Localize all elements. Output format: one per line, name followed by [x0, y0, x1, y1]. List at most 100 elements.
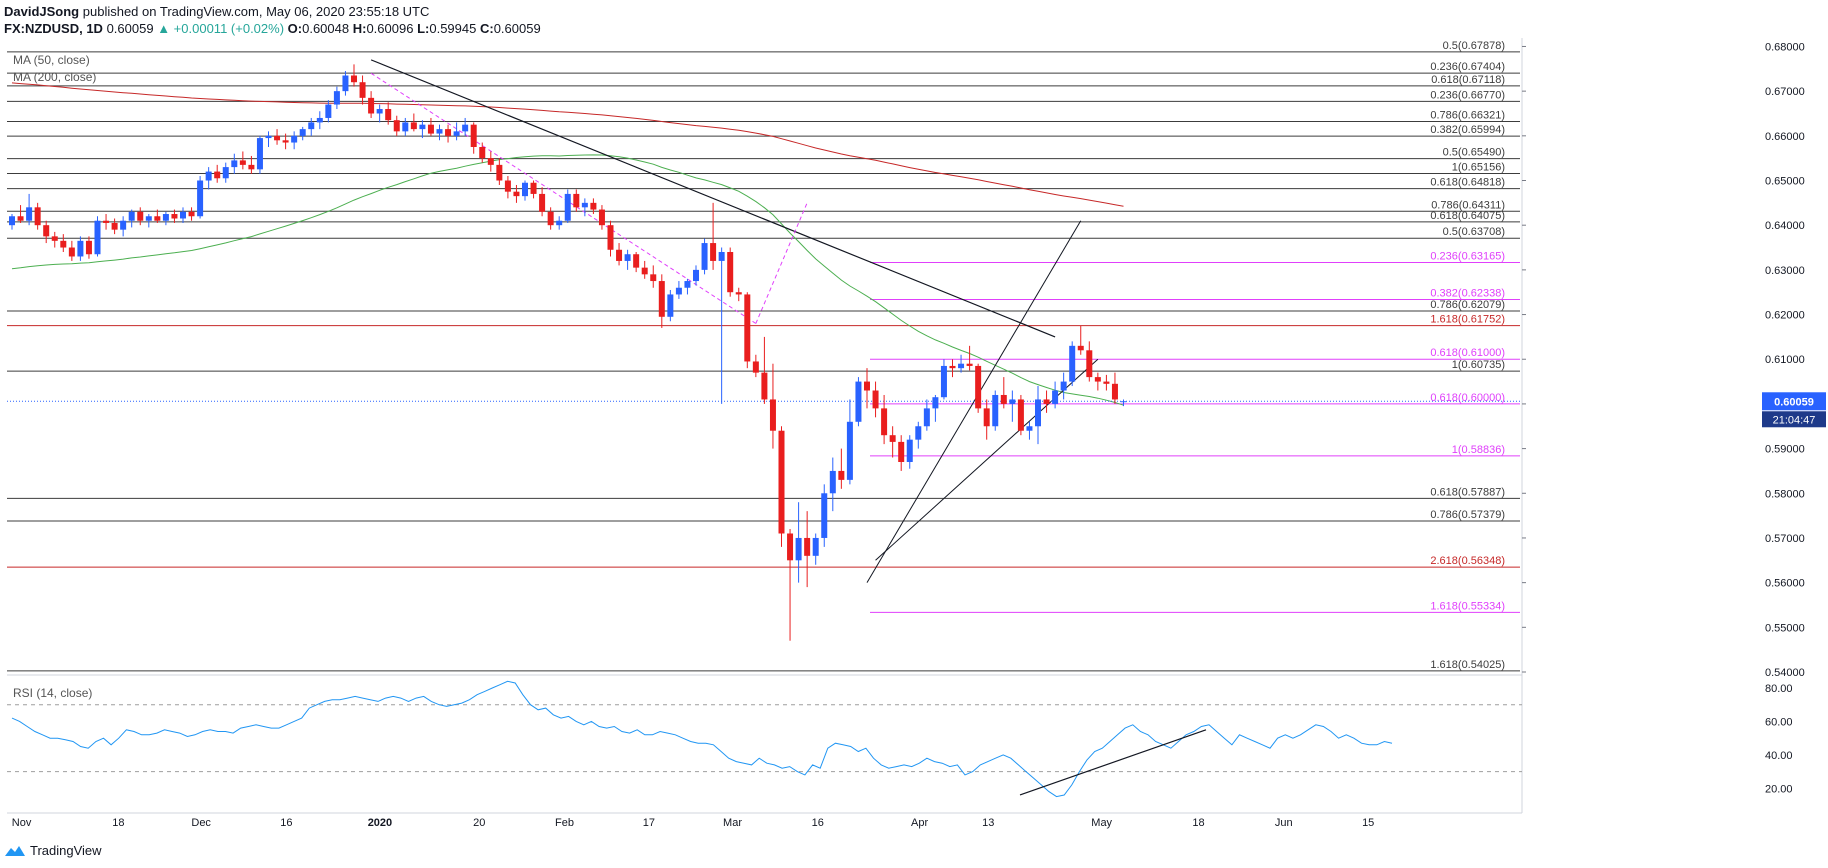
fib-level-label: 0.618(0.64818)	[1430, 177, 1505, 189]
candle-body	[547, 211, 554, 226]
candle-body	[470, 124, 477, 147]
candle-body	[248, 164, 255, 170]
candle-body	[385, 109, 392, 121]
candle-body	[522, 182, 528, 197]
fib-anchor-line	[370, 72, 757, 324]
symbol-label[interactable]: FX:NZDUSD, 1D	[4, 21, 103, 36]
candle-body	[111, 222, 118, 230]
author-name[interactable]: DavidJSong	[4, 4, 80, 19]
candle-body	[137, 211, 144, 221]
downtrend-line	[370, 59, 1056, 338]
low-label: L:	[417, 21, 430, 36]
tradingview-brand[interactable]: TradingView	[30, 843, 102, 858]
candle-body	[68, 247, 75, 257]
candle-body	[1086, 350, 1093, 378]
time-tick-label: Dec	[191, 817, 211, 829]
candle-body	[881, 408, 888, 436]
fib-level-label: 0.786(0.66321)	[1430, 109, 1505, 121]
candle-body	[299, 129, 306, 136]
fib-level-label: 0.618(0.64075)	[1430, 210, 1505, 222]
countdown-tag	[1762, 411, 1826, 428]
candle-body	[445, 129, 452, 136]
time-tick-label: Feb	[555, 817, 574, 829]
candle-body	[932, 397, 939, 409]
candle-body	[393, 120, 400, 132]
price-tick-label: 0.66000	[1765, 131, 1805, 143]
candle-body	[915, 426, 922, 440]
fib-level-label: 0.786(0.62079)	[1430, 299, 1505, 311]
channel-lower-line	[875, 358, 1099, 561]
published-text: published on TradingView.com, May 06, 20…	[82, 4, 430, 19]
time-tick-label: 18	[112, 817, 124, 829]
fib-level-label: 1(0.65156)	[1452, 162, 1505, 174]
close-label: C:	[479, 21, 494, 36]
candle-body	[504, 180, 511, 192]
ma50-line	[11, 154, 1124, 406]
fib-level-label: 0.786(0.64311)	[1431, 199, 1505, 211]
candle-body	[256, 138, 263, 170]
candle-body	[462, 124, 469, 132]
candle-body	[564, 193, 571, 221]
time-tick-label: Jun	[1275, 817, 1293, 829]
time-tick-label: Apr	[911, 817, 928, 829]
rsi-tick-label: 60.00	[1765, 716, 1793, 728]
candle-body	[436, 129, 443, 134]
candle-body	[180, 211, 186, 219]
candle-body	[573, 193, 580, 208]
candle-body	[812, 537, 819, 556]
publish-line: DavidJSong published on TradingView.com,…	[4, 3, 541, 20]
candle-body	[906, 439, 913, 462]
fib-level-label: 1(0.58836)	[1452, 444, 1505, 456]
candle-body	[479, 147, 486, 159]
candle-body	[675, 287, 682, 295]
candle-body	[120, 220, 127, 230]
candle-body	[34, 207, 41, 226]
candle-body	[188, 211, 195, 217]
ma50-legend: MA (50, close)	[13, 53, 90, 67]
candle-body	[308, 122, 315, 130]
candle-body	[1103, 381, 1110, 384]
candle-body	[684, 281, 691, 288]
candle-body	[419, 124, 426, 130]
rsi-legend: RSI (14, close)	[13, 686, 92, 700]
price-tick-label: 0.62000	[1765, 310, 1805, 322]
candle-body	[838, 470, 845, 480]
candle-body	[872, 390, 879, 409]
fib-anchor-line	[755, 202, 808, 324]
footer: TradingView	[4, 843, 102, 858]
candle-body	[616, 249, 623, 261]
candle-body	[1069, 345, 1076, 382]
time-tick-label: 20	[473, 817, 485, 829]
fib-level-label: 0.382(0.65994)	[1430, 124, 1505, 136]
fib-level-label: 0.236(0.67404)	[1430, 61, 1505, 73]
candle-body	[898, 441, 905, 462]
candle-body	[710, 243, 717, 261]
time-tick-label: 16	[812, 817, 824, 829]
rsi-trend-line	[1019, 729, 1207, 796]
fib-level-label: 0.618(0.60000)	[1430, 392, 1505, 404]
countdown-label: 21:04:47	[1773, 414, 1816, 426]
candle-body	[231, 160, 238, 168]
ma200-legend: MA (200, close)	[13, 70, 96, 84]
candle-body	[667, 294, 674, 317]
candle-body	[992, 394, 999, 427]
candle-body	[128, 211, 135, 221]
candle-body	[43, 225, 50, 237]
candle-body	[171, 214, 178, 219]
price-tick-label: 0.67000	[1765, 86, 1805, 98]
candle-body	[1043, 399, 1050, 404]
candle-body	[222, 167, 229, 179]
candle-body	[410, 122, 417, 130]
candle-body	[325, 104, 332, 118]
candle-body	[889, 435, 896, 442]
price-tick-label: 0.55000	[1765, 622, 1805, 634]
candle-body	[274, 135, 281, 141]
candle-body	[624, 254, 631, 261]
candle-body	[846, 421, 853, 480]
candle-body	[513, 191, 520, 197]
candle-body	[9, 216, 15, 226]
candle-body	[239, 160, 246, 165]
price-change: ▲ +0.00011 (+0.02%)	[157, 21, 285, 36]
candle-body	[778, 430, 785, 534]
